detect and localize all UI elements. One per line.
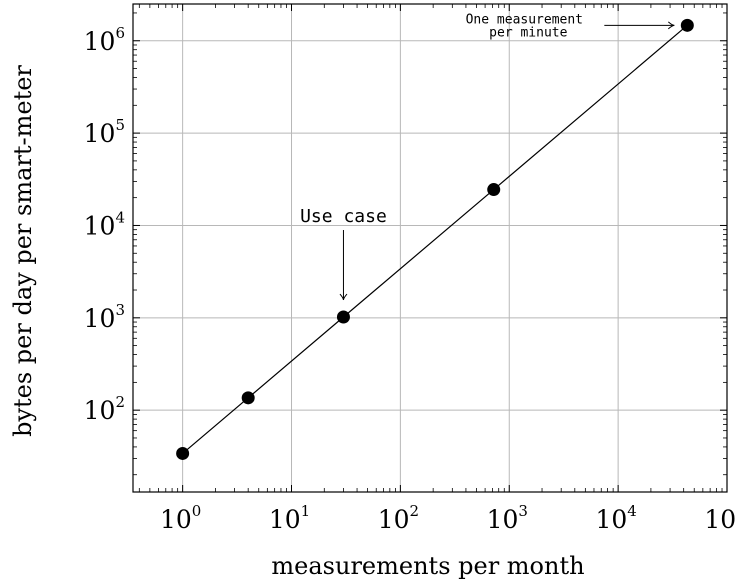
annotation-label: Use case [300,206,387,227]
annotation-label: per minute [489,25,567,40]
x-tick-label: 102 [378,502,419,534]
arrow-head [667,21,675,30]
annotation-use-case: Use case [300,206,387,301]
x-tick-label: 104 [595,502,636,534]
series-line [182,24,688,454]
data-point [176,446,190,460]
tick-labels: 100 101 102 103 104 105 102 103 104 105 106 [84,24,736,534]
data-point [241,391,255,405]
x-tick-label: 101 [269,502,310,534]
x-tick-label: 103 [487,502,528,534]
y-tick-label: 103 [84,301,125,333]
x-axis-label: measurements per month [271,552,584,580]
y-tick-label: 105 [84,116,125,148]
data-point [680,18,694,32]
x-tick-label: 105 [704,502,736,534]
minor-ticks [133,4,727,492]
x-tick-label: 100 [160,502,201,534]
arrow-head [339,293,348,301]
plot-frame [132,3,728,493]
data-point [336,310,350,324]
y-tick-label: 106 [84,24,125,56]
y-tick-label: 102 [84,393,125,425]
y-axis-label: bytes per day per smart-meter [9,65,37,437]
annotation-label: One measurement [466,12,583,27]
y-tick-label: 104 [84,208,125,240]
data-point [487,183,501,197]
series-layer [176,18,694,460]
major-ticks [133,4,728,492]
grid [133,4,728,492]
